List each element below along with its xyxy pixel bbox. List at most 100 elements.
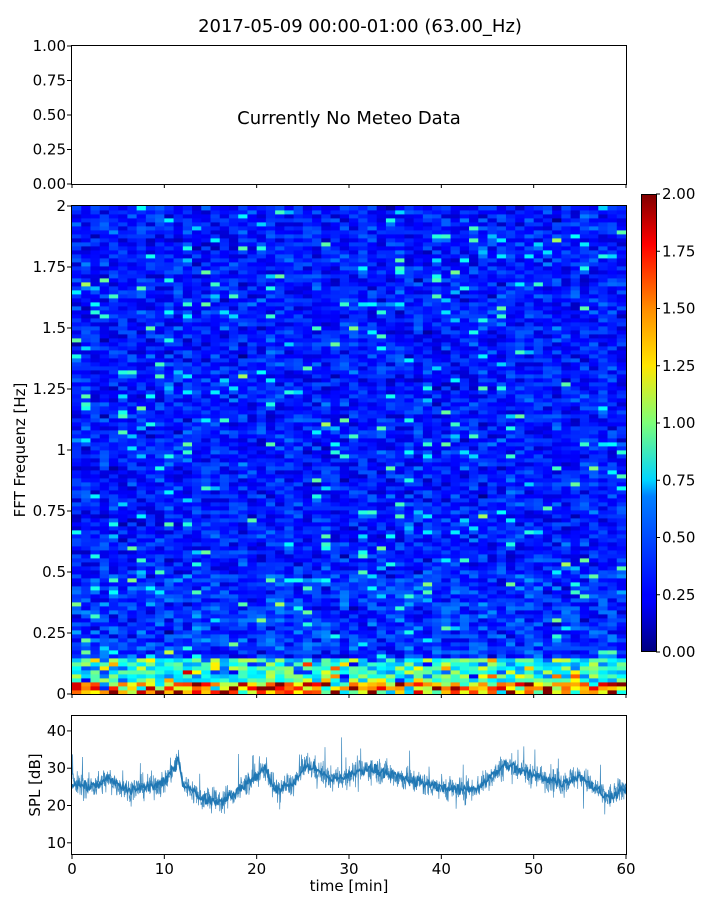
- heatmap-cell: [404, 574, 415, 579]
- heatmap-cell: [598, 498, 608, 503]
- heatmap-cell: [505, 682, 516, 687]
- heatmap-cell: [395, 538, 405, 543]
- heatmap-cell: [330, 650, 341, 655]
- heatmap-cell: [127, 386, 138, 391]
- heatmap-cell: [118, 522, 128, 527]
- heatmap-cell: [247, 690, 258, 695]
- heatmap-cell: [108, 478, 119, 483]
- heatmap-cell: [265, 538, 276, 543]
- heatmap-cell: [579, 630, 590, 635]
- heatmap-cell: [72, 366, 82, 371]
- heatmap-cell: [478, 566, 488, 571]
- heatmap-cell: [302, 558, 313, 563]
- heatmap-cell: [542, 418, 553, 423]
- heatmap-cell: [607, 398, 618, 403]
- heatmap-cell: [155, 478, 165, 483]
- heatmap-cell: [589, 418, 599, 423]
- heatmap-cell: [561, 454, 571, 459]
- heatmap-cell: [312, 562, 322, 567]
- heatmap-cell: [164, 562, 174, 567]
- heatmap-cell: [136, 518, 147, 523]
- heatmap-cell: [256, 634, 267, 639]
- heatmap-cell: [210, 534, 221, 539]
- heatmap-cell: [459, 582, 470, 587]
- heatmap-cell: [210, 538, 221, 543]
- heatmap-cell: [570, 642, 581, 647]
- heatmap-cell: [413, 630, 424, 635]
- heatmap-cell: [145, 614, 156, 619]
- heatmap-cell: [284, 442, 294, 447]
- heatmap-cell: [238, 366, 248, 371]
- heatmap-cell: [570, 662, 581, 667]
- heatmap-cell: [533, 654, 544, 659]
- heatmap-cell: [579, 374, 590, 379]
- heatmap-cell: [108, 362, 119, 367]
- heatmap-cell: [275, 606, 285, 611]
- heatmap-cell: [533, 458, 544, 463]
- heatmap-cell: [302, 462, 313, 467]
- heatmap-cell: [385, 546, 396, 551]
- heatmap-cell: [496, 518, 507, 523]
- heatmap-cell: [330, 518, 341, 523]
- heatmap-cell: [256, 650, 267, 655]
- heatmap-cell: [219, 594, 230, 599]
- heatmap-cell: [339, 550, 350, 555]
- heatmap-cell: [450, 426, 461, 431]
- heatmap-cell: [579, 486, 590, 491]
- heatmap-cell: [432, 498, 442, 503]
- heatmap-cell: [99, 670, 110, 675]
- heatmap-cell: [219, 618, 230, 623]
- heatmap-cell: [284, 634, 294, 639]
- heatmap-cell: [552, 634, 562, 639]
- heatmap-cell: [395, 506, 405, 511]
- heatmap-cell: [478, 486, 488, 491]
- heatmap-cell: [552, 570, 562, 575]
- heatmap-cell: [367, 382, 378, 387]
- heatmap-cell: [136, 538, 147, 543]
- heatmap-cell: [72, 534, 82, 539]
- heatmap-cell: [173, 598, 184, 603]
- heatmap-cell: [505, 638, 516, 643]
- heatmap-cell: [487, 626, 498, 631]
- heatmap-cell: [441, 682, 451, 687]
- heatmap-cell: [108, 530, 119, 535]
- heatmap-cell: [182, 530, 193, 535]
- heatmap-cell: [108, 370, 119, 375]
- heatmap-cell: [164, 630, 174, 635]
- heatmap-cell: [81, 490, 91, 495]
- heatmap-cell: [496, 502, 507, 507]
- heatmap-cell: [284, 626, 294, 631]
- heatmap-cell: [469, 482, 479, 487]
- heatmap-cell: [238, 666, 248, 671]
- heatmap-cell: [127, 546, 138, 551]
- heatmap-cell: [275, 610, 285, 615]
- heatmap-cell: [219, 550, 230, 555]
- heatmap-cell: [515, 554, 525, 559]
- heatmap-cell: [367, 674, 378, 679]
- heatmap-cell: [81, 690, 91, 695]
- heatmap-cell: [339, 574, 350, 579]
- heatmap-cell: [72, 370, 82, 375]
- heatmap-cell: [515, 630, 525, 635]
- heatmap-cell: [524, 690, 535, 695]
- heatmap-cell: [376, 418, 387, 423]
- heatmap-cell: [265, 682, 276, 687]
- heatmap-cell: [459, 646, 470, 651]
- heatmap-cell: [201, 534, 211, 539]
- heatmap-cell: [515, 398, 525, 403]
- heatmap-cell: [358, 430, 368, 435]
- heatmap-cell: [505, 590, 516, 595]
- heatmap-cell: [542, 638, 553, 643]
- heatmap-cell: [469, 662, 479, 667]
- heatmap-cell: [542, 610, 553, 615]
- heatmap-cell: [579, 678, 590, 683]
- heatmap-cell: [210, 542, 221, 547]
- heatmap-cell: [616, 422, 627, 427]
- heatmap-cell: [81, 658, 91, 663]
- heatmap-cell: [589, 610, 599, 615]
- heatmap-cell: [432, 490, 442, 495]
- heatmap-cell: [81, 562, 91, 567]
- heatmap-cell: [432, 666, 442, 671]
- heatmap-cell: [450, 594, 461, 599]
- heatmap-cell: [90, 682, 101, 687]
